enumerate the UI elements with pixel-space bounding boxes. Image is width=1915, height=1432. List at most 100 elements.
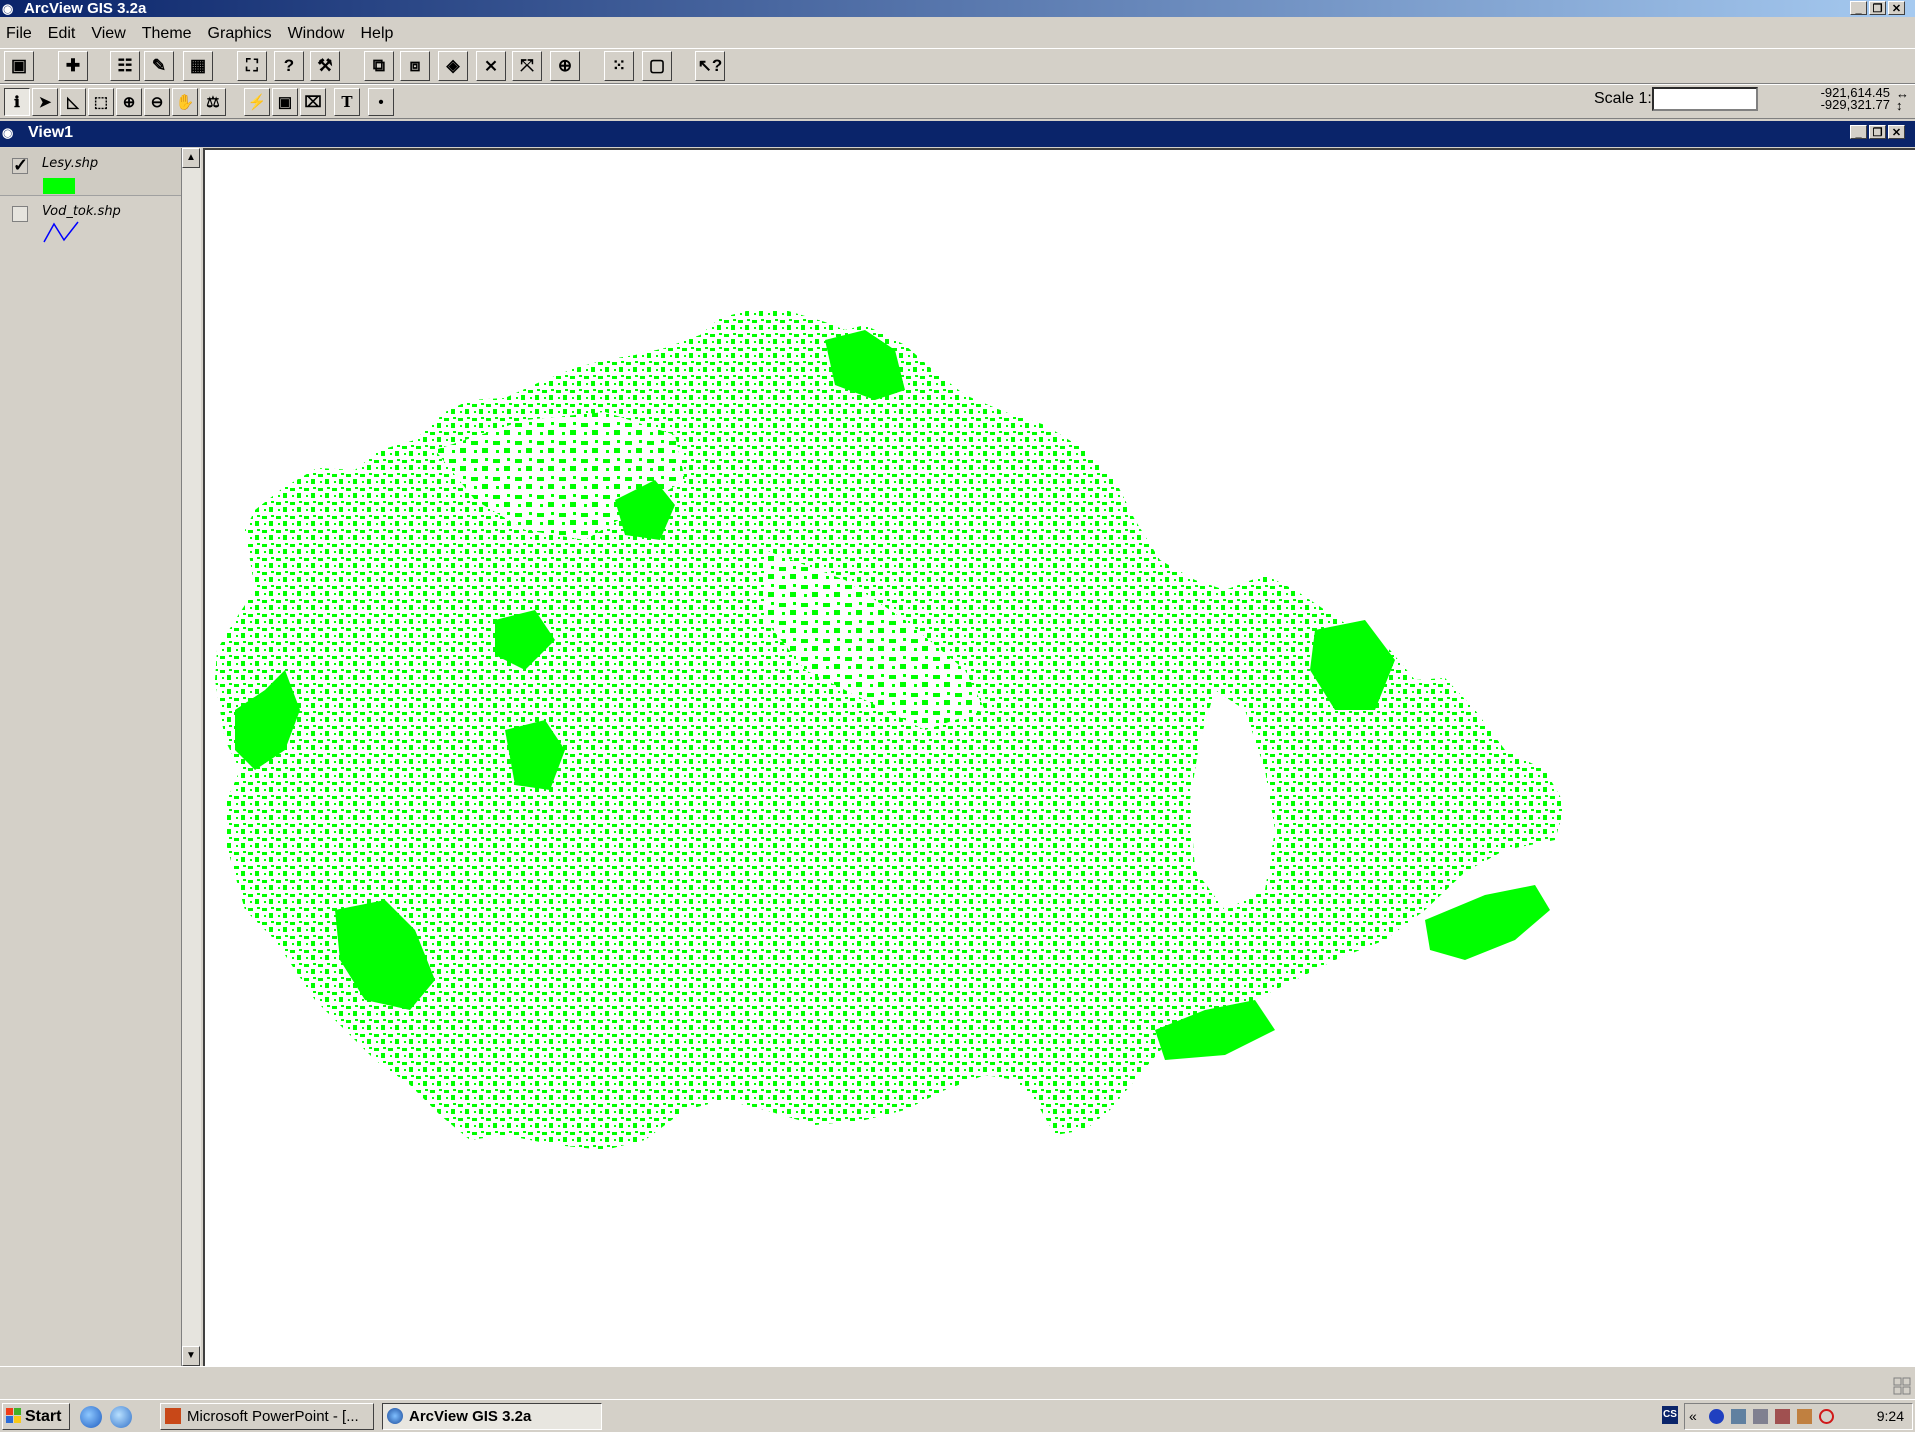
clear-selection-icon: ▢ [648,56,666,75]
lightning-icon: ⚡ [247,94,267,111]
internet-explorer-icon[interactable] [80,1406,102,1428]
zoom-out-tool[interactable]: ⊖ [144,88,170,116]
tray-security-icon[interactable] [1709,1409,1724,1424]
menu-file[interactable]: File [6,25,32,42]
scroll-down-button[interactable]: ▼ [182,1346,200,1366]
label-tag-icon: ⌧ [304,94,322,111]
select-by-theme-button[interactable]: ⁙ [604,51,634,81]
view-window-title-bar[interactable]: ◉ View1 _ ❐ ✕ [0,121,1915,147]
coord-x: -921,614.45 [1820,85,1890,100]
table-of-contents: ✓ Lesy.shp Vod_tok.shp [0,148,183,1366]
zoom-full-extent-button[interactable]: ⧉ [364,51,394,81]
theme-visibility-checkbox-vod-tok[interactable] [12,206,28,222]
status-bar [0,1366,1915,1400]
draw-point-tool[interactable]: • [368,88,394,116]
menu-help[interactable]: Help [360,25,394,42]
taskbar-powerpoint[interactable]: Microsoft PowerPoint - [... [160,1403,374,1430]
forest-block [505,720,565,790]
save-project-button[interactable]: ▣ [4,51,34,81]
map-display[interactable] [203,148,1915,1366]
view-close-button[interactable]: ✕ [1888,125,1905,139]
zoom-active-themes-button[interactable]: ⧈ [400,51,430,81]
view-title: View1 [28,124,74,141]
coordinate-readout: -921,614.45 -929,321.77 [1810,85,1890,111]
pointer-tool[interactable]: ➤ [32,88,58,116]
theme-entry-vod-tok[interactable]: Vod_tok.shp [0,196,181,256]
menu-graphics[interactable]: Graphics [207,25,272,42]
view-minimize-button[interactable]: _ [1850,125,1867,139]
info-icon: ℹ [14,94,20,111]
add-theme-button[interactable]: ✚ [58,51,88,81]
task-label-arcview: ArcView GIS 3.2a [409,1408,532,1425]
clock[interactable]: 9:24 [1876,1408,1904,1424]
scale-input[interactable] [1652,87,1758,111]
forest-block [615,480,675,540]
open-theme-table-button[interactable]: ▦ [183,51,213,81]
hammer-icon: ⚒ [317,56,333,75]
polygon-legend-swatch [43,178,75,194]
zoom-selected-button[interactable]: ◈ [438,51,468,81]
forest-block [1155,1000,1275,1060]
task-label-powerpoint: Microsoft PowerPoint - [... [187,1408,359,1425]
view-globe-icon: ◉ [2,125,14,140]
tray-alert-icon[interactable] [1819,1409,1834,1424]
find-button[interactable]: ⛶ [237,51,267,81]
minimize-button[interactable]: _ [1850,1,1867,15]
windows-logo-icon [6,1408,21,1423]
coord-arrows-icon: ↔ ↕ [1896,86,1909,113]
app-title-bar[interactable]: ◉ ArcView GIS 3.2a _ ❐ ✕ [0,0,1915,17]
help-button[interactable]: ↖? [695,51,725,81]
vertex-edit-tool[interactable]: ◺ [60,88,86,116]
forest-block [1425,885,1550,960]
menu-theme[interactable]: Theme [141,25,192,42]
clear-selection-button[interactable]: ▢ [642,51,672,81]
hammer-query-button[interactable]: ⚒ [310,51,340,81]
theme-entry-lesy[interactable]: ✓ Lesy.shp [0,148,181,196]
language-indicator[interactable]: CS [1662,1406,1678,1424]
area-of-interest-tool[interactable]: ▣ [272,88,298,116]
menu-window[interactable]: Window [287,25,345,42]
select-feature-tool[interactable]: ⬚ [88,88,114,116]
tray-service-icon[interactable] [1775,1409,1790,1424]
arcview-task-icon [387,1408,403,1424]
hotlink-tool[interactable]: ⚡ [244,88,270,116]
menu-view[interactable]: View [91,25,126,42]
forest-block [495,610,555,670]
query-builder-button[interactable]: ? [274,51,304,81]
restore-button[interactable]: ❐ [1869,1,1886,15]
edit-legend-button[interactable]: ✎ [144,51,174,81]
dot-icon: • [378,93,384,111]
identify-tool[interactable]: ℹ [4,88,30,116]
zoom-out-button[interactable]: ⤧ [512,51,542,81]
close-button[interactable]: ✕ [1888,1,1905,15]
theme-visibility-checkbox-lesy[interactable]: ✓ [12,155,29,175]
view-restore-button[interactable]: ❐ [1869,125,1886,139]
zoom-previous-button[interactable]: ⊕ [550,51,580,81]
area-icon: ▣ [277,94,293,111]
zoom-in-button[interactable]: ⨯ [476,51,506,81]
outlook-express-icon[interactable] [110,1406,132,1428]
menu-edit[interactable]: Edit [47,25,76,42]
resize-grip-icon[interactable] [1893,1377,1911,1395]
tray-monitor-icon[interactable] [1753,1409,1768,1424]
toc-scrollbar[interactable]: ▲ ▼ [181,148,201,1366]
morava-valley [1190,690,1275,910]
forest-map [215,310,1565,1150]
tray-expand-icon[interactable]: « [1689,1408,1697,1424]
tray-app-icon[interactable] [1797,1409,1812,1424]
zoom-in-tool[interactable]: ⊕ [116,88,142,116]
label-tool[interactable]: ⌧ [300,88,326,116]
forest-block [235,670,300,770]
text-tool[interactable]: T [334,88,360,116]
start-button[interactable]: Start [2,1403,70,1430]
scroll-up-button[interactable]: ▲ [182,148,200,168]
taskbar-arcview[interactable]: ArcView GIS 3.2a [382,1403,602,1430]
arrow-pointer-icon: ➤ [38,94,52,111]
vertex-icon: ◺ [67,94,79,111]
tray-network-icon[interactable] [1731,1409,1746,1424]
pan-tool[interactable]: ✋ [172,88,198,116]
theme-properties-button[interactable]: ☷ [110,51,140,81]
measure-tool[interactable]: ⚖ [200,88,226,116]
scale-label: Scale 1: [1594,90,1652,107]
magnify-minus-icon: ⊖ [150,94,164,111]
